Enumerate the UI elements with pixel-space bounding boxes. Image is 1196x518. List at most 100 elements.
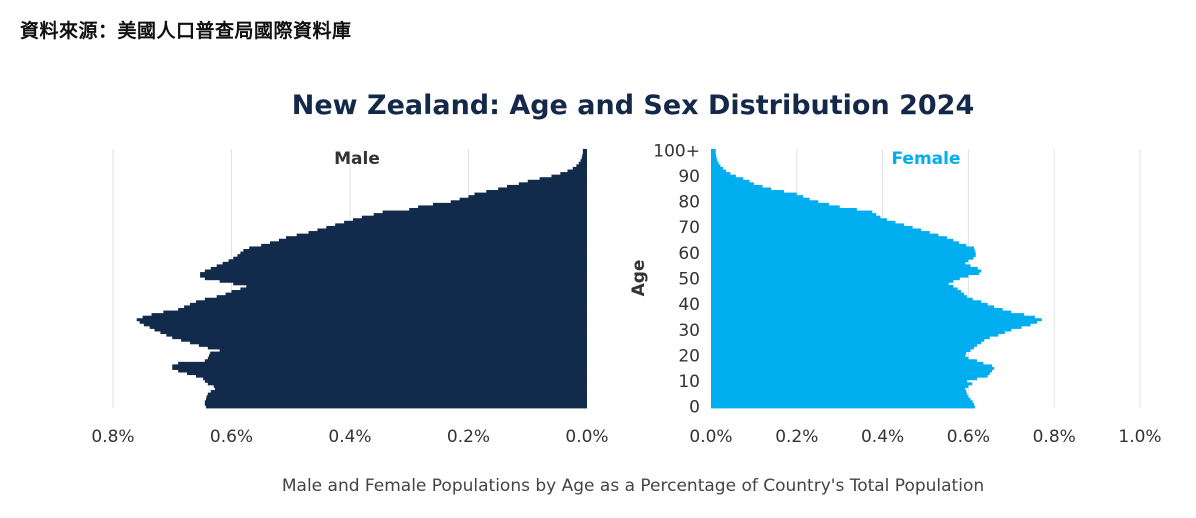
male-bar <box>207 346 588 350</box>
male-bar <box>203 377 587 381</box>
male-bar <box>233 282 587 286</box>
male-bar <box>207 356 588 360</box>
female-bar <box>711 397 971 401</box>
male-bar <box>409 207 587 211</box>
male-bar <box>219 279 587 283</box>
female-bar <box>711 343 977 347</box>
male-bar <box>210 266 587 270</box>
age-tick: 0 <box>689 398 700 418</box>
male-bar <box>184 305 587 309</box>
male-bar <box>450 200 587 204</box>
male-bar <box>361 215 587 219</box>
female-bar <box>711 359 977 363</box>
male-bar <box>578 161 587 165</box>
male-bar <box>210 351 588 355</box>
male-bar <box>432 202 587 206</box>
female-bar <box>711 184 763 188</box>
male-bar <box>233 256 587 260</box>
female-bar <box>711 356 969 360</box>
legend-male: Male <box>334 149 380 169</box>
y-axis-label: Age <box>629 260 649 297</box>
male-bar <box>166 333 587 337</box>
male-bar <box>567 169 587 173</box>
female-bar <box>711 272 980 276</box>
female-bar <box>711 249 975 252</box>
male-bar <box>518 182 587 186</box>
female-bar <box>711 174 736 178</box>
male-bar <box>195 300 587 304</box>
female-bar <box>711 341 982 345</box>
male-bar <box>206 395 588 399</box>
male-bar <box>181 338 587 342</box>
male-bar <box>190 341 587 345</box>
female-bar <box>711 202 829 206</box>
female-bar <box>711 149 716 152</box>
female-bar <box>711 377 977 381</box>
female-x-tick: 0.6% <box>947 427 990 447</box>
male-bar <box>149 325 588 329</box>
female-bar <box>711 287 958 291</box>
female-bar <box>711 374 988 378</box>
male-bar <box>195 374 587 378</box>
female-bar <box>711 218 887 222</box>
male-bar <box>178 369 588 373</box>
male-bar <box>178 307 588 311</box>
male-bar <box>459 197 587 201</box>
female-bar <box>711 195 804 199</box>
age-tick: 20 <box>678 346 700 366</box>
age-tick: 40 <box>678 295 700 315</box>
female-bar <box>711 323 1031 327</box>
male-bar <box>204 400 587 404</box>
female-bar <box>711 405 975 409</box>
female-bar <box>711 241 959 245</box>
female-bar <box>711 361 984 365</box>
female-bar <box>711 243 967 247</box>
age-tick: 50 <box>678 270 700 290</box>
tick-labels: 0.8% 0.6% 0.4% 0.2% 0.0% 0.0% 0.2% 0.4% 0.6% 0.8%… <box>91 141 1161 447</box>
male-bar <box>382 210 587 214</box>
female-bar <box>711 187 772 191</box>
male-bar <box>139 320 587 324</box>
female-bar <box>711 172 731 176</box>
female-bar <box>711 310 1012 314</box>
chart-title: New Zealand: Age and Sex Distribution 20… <box>292 90 975 121</box>
female-bar <box>711 364 992 368</box>
female-bar <box>711 302 988 306</box>
male-bar <box>204 297 587 301</box>
female-bar <box>711 328 1012 332</box>
male-bar <box>296 233 587 237</box>
male-bar <box>206 405 587 409</box>
female-bar <box>711 390 967 394</box>
female-bar <box>711 331 1005 335</box>
female-bar <box>711 402 974 406</box>
female-bar <box>711 292 965 296</box>
female-bar <box>711 182 754 186</box>
male-bar <box>204 269 587 273</box>
male-bar <box>142 315 587 319</box>
female-bar <box>711 225 913 229</box>
male-bar <box>216 264 587 268</box>
female-bar <box>711 290 962 294</box>
female-bar <box>711 259 969 263</box>
female-bar <box>711 366 995 370</box>
female-bar <box>711 351 967 355</box>
male-bar <box>198 343 587 347</box>
female-bar <box>711 177 744 181</box>
male-x-tick: 0.6% <box>210 427 253 447</box>
male-bar <box>240 287 587 291</box>
female-bar <box>711 320 1038 324</box>
female-bar <box>711 313 1025 317</box>
male-bar <box>560 172 587 176</box>
male-bar <box>136 318 587 322</box>
male-bar <box>216 295 587 299</box>
x-axis-label: Male and Female Populations by Age as a … <box>282 476 984 496</box>
female-bar <box>711 200 819 204</box>
male-bar <box>187 372 587 376</box>
male-bar <box>237 254 588 258</box>
age-tick: 60 <box>678 244 700 264</box>
female-bar <box>711 346 974 350</box>
male-bar <box>200 274 587 278</box>
age-tick: 70 <box>678 218 700 238</box>
male-bar <box>278 238 587 242</box>
